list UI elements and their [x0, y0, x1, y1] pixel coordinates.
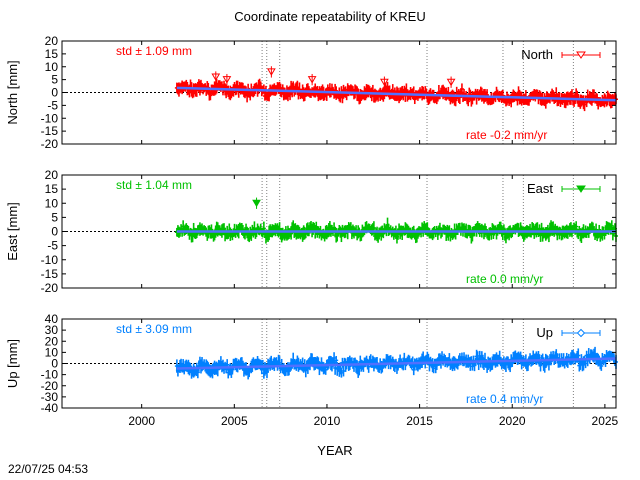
- trend-line: [176, 86, 617, 102]
- x-tick-label: 2015: [406, 414, 433, 428]
- data-points: [174, 346, 618, 380]
- y-tick-label: 0: [51, 357, 58, 371]
- std-annotation: std ± 3.09 mm: [116, 322, 192, 336]
- y-tick-label: -20: [41, 281, 59, 295]
- y-tick-label: 5: [51, 210, 58, 224]
- y-tick-label: 20: [45, 34, 59, 48]
- y-tick-label: -15: [41, 124, 59, 138]
- legend-label: Up: [536, 325, 553, 340]
- y-tick-label: -20: [41, 379, 59, 393]
- outlier-point: [307, 76, 317, 84]
- x-tick-label: 2020: [499, 414, 526, 428]
- legend-label: North: [521, 47, 553, 62]
- y-tick-label: 0: [51, 86, 58, 100]
- y-tick-label: -40: [41, 401, 59, 415]
- y-tick-label: 30: [45, 323, 59, 337]
- legend-marker: [576, 185, 586, 193]
- legend: East: [527, 181, 601, 196]
- rate-annotation: rate 0.0 mm/yr: [466, 272, 543, 286]
- y-tick-label: -10: [41, 368, 59, 382]
- outlier-point: [222, 76, 232, 84]
- figure-title: Coordinate repeatability of KREU: [234, 9, 426, 24]
- outlier-point: [446, 78, 456, 87]
- outlier-point: [252, 199, 261, 208]
- y-tick-label: 15: [45, 47, 59, 61]
- y-axis-label: Up [mm]: [5, 339, 20, 388]
- y-tick-label: -5: [47, 98, 58, 112]
- y-tick-label: 20: [45, 334, 59, 348]
- outlier-point: [211, 73, 221, 82]
- y-axis-label: North [mm]: [5, 60, 20, 124]
- y-tick-label: 10: [45, 60, 59, 74]
- rate-annotation: rate 0.4 mm/yr: [466, 392, 543, 406]
- std-annotation: std ± 1.04 mm: [116, 178, 192, 192]
- y-tick-label: 5: [51, 73, 58, 87]
- trend-line: [176, 357, 617, 370]
- legend-marker: [576, 328, 586, 338]
- y-tick-label: -10: [41, 111, 59, 125]
- y-tick-label: -20: [41, 137, 59, 151]
- x-tick-label: 2025: [592, 414, 619, 428]
- data-points: [174, 197, 618, 244]
- y-tick-label: -10: [41, 253, 59, 267]
- legend-marker: [576, 51, 586, 59]
- x-tick-label: 2005: [221, 414, 248, 428]
- y-tick-label: -15: [41, 267, 59, 281]
- outlier-point: [267, 68, 276, 76]
- legend: Up: [536, 325, 601, 340]
- x-axis-label: YEAR: [317, 443, 352, 458]
- std-annotation: std ± 1.09 mm: [116, 44, 192, 58]
- y-tick-label: 10: [45, 345, 59, 359]
- x-tick-label: 2000: [128, 414, 155, 428]
- y-tick-label: 20: [45, 168, 59, 182]
- y-tick-label: -5: [47, 239, 58, 253]
- legend: North: [521, 47, 601, 62]
- y-tick-label: -30: [41, 390, 59, 404]
- y-tick-label: 15: [45, 182, 59, 196]
- y-tick-label: 40: [45, 312, 59, 326]
- outlier-point: [380, 78, 389, 87]
- y-axis-label: East [mm]: [5, 202, 20, 261]
- y-tick-label: 10: [45, 196, 59, 210]
- rate-annotation: rate -0.2 mm/yr: [466, 128, 547, 142]
- y-tick-label: 0: [51, 225, 58, 239]
- legend-label: East: [527, 181, 553, 196]
- x-tick-label: 2010: [314, 414, 341, 428]
- timestamp: 22/07/25 04:53: [8, 462, 88, 476]
